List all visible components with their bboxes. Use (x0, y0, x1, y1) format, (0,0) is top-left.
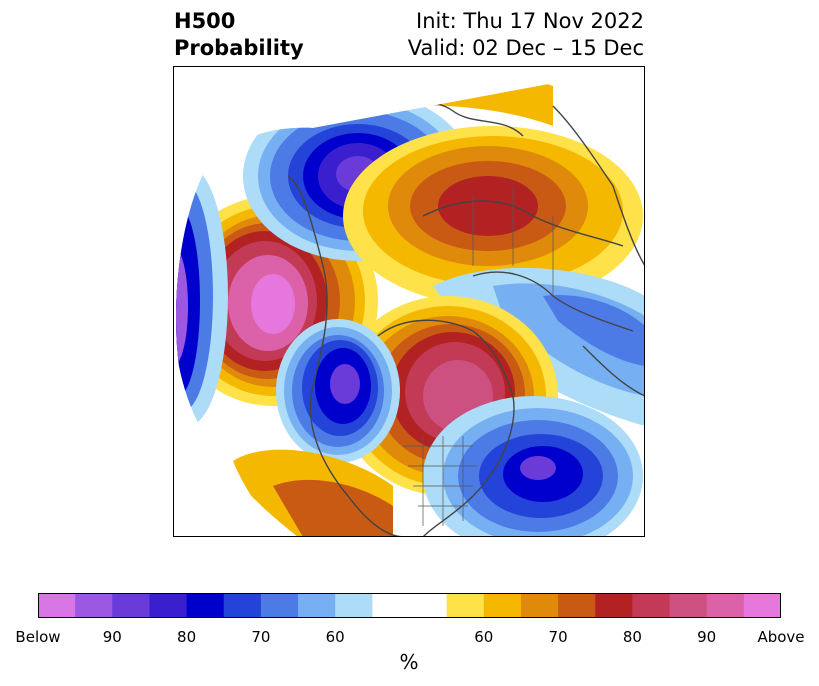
colorbar-segment (38, 593, 76, 618)
colorbar-segment (223, 593, 262, 618)
colorbar-segment (186, 593, 225, 618)
colorbar-segment (558, 593, 596, 618)
colorbar-tick-label: 80 (622, 628, 642, 646)
colorbar-segment (298, 593, 336, 618)
colorbar-segment (372, 593, 448, 618)
title-line-1: H500 (174, 9, 236, 33)
colorbar-segment (520, 593, 559, 618)
colorbar-segment (149, 593, 188, 618)
colorbar-segment (595, 593, 633, 618)
init-date: Init: Thu 17 Nov 2022 (416, 9, 644, 33)
colorbar-segment (335, 593, 373, 618)
title-line-2: Probability (174, 36, 304, 60)
colorbar-segment (706, 593, 745, 618)
colorbar-unit: % (399, 650, 419, 674)
colorbar-tick-label: 60 (325, 628, 345, 646)
anomaly-below-atlantic (423, 396, 643, 537)
colorbar-segment (260, 593, 299, 618)
probability-contours (176, 66, 645, 537)
borders (403, 186, 554, 526)
colorbar-tick-label: 90 (102, 628, 122, 646)
colorbar (38, 593, 781, 618)
probability-map (173, 66, 645, 537)
colorbar-tick-label: 70 (251, 628, 271, 646)
colorbar-segment (669, 593, 708, 618)
colorbar-tick-label: Above (757, 628, 805, 646)
colorbar-tick-label: Below (15, 628, 61, 646)
colorbar-segment (446, 593, 485, 618)
colorbar-segment (112, 593, 150, 618)
colorbar-border (38, 593, 781, 618)
colorbar-tick-label: 70 (548, 628, 568, 646)
anomaly-below-far-west (176, 166, 228, 426)
valid-range: Valid: 02 Dec – 15 Dec (407, 36, 644, 60)
date-info: Init: Thu 17 Nov 2022 Valid: 02 Dec – 15… (408, 8, 644, 62)
colorbar-tick-label: 60 (474, 628, 494, 646)
anomaly-above-europe (343, 126, 643, 306)
anomaly-below-west-na (276, 319, 400, 463)
colorbar-segment (743, 593, 781, 618)
colorbar-segment (75, 593, 113, 618)
map-title: H500 Probability (174, 8, 304, 62)
colorbar-segment (483, 593, 522, 618)
colorbar-tick-label: 80 (177, 628, 197, 646)
colorbar-segment (632, 593, 671, 618)
colorbar-tick-label: 90 (697, 628, 717, 646)
anomaly-above-southwest (233, 449, 393, 537)
map-border (173, 66, 645, 537)
